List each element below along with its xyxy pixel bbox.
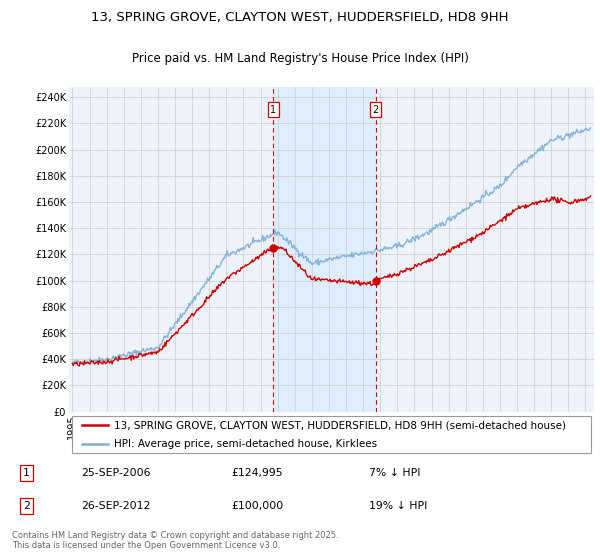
Text: 19% ↓ HPI: 19% ↓ HPI [369,501,427,511]
Text: 7% ↓ HPI: 7% ↓ HPI [369,468,421,478]
Text: HPI: Average price, semi-detached house, Kirklees: HPI: Average price, semi-detached house,… [113,439,377,449]
Text: £100,000: £100,000 [231,501,283,511]
Text: 25-SEP-2006: 25-SEP-2006 [81,468,151,478]
Text: 13, SPRING GROVE, CLAYTON WEST, HUDDERSFIELD, HD8 9HH: 13, SPRING GROVE, CLAYTON WEST, HUDDERSF… [91,11,509,25]
FancyBboxPatch shape [71,416,592,453]
Text: Price paid vs. HM Land Registry's House Price Index (HPI): Price paid vs. HM Land Registry's House … [131,52,469,65]
Text: 1: 1 [270,105,276,115]
Text: Contains HM Land Registry data © Crown copyright and database right 2025.
This d: Contains HM Land Registry data © Crown c… [12,531,338,550]
Text: 26-SEP-2012: 26-SEP-2012 [81,501,151,511]
Text: £124,995: £124,995 [231,468,283,478]
Text: 2: 2 [23,501,30,511]
Text: 2: 2 [373,105,379,115]
Text: 13, SPRING GROVE, CLAYTON WEST, HUDDERSFIELD, HD8 9HH (semi-detached house): 13, SPRING GROVE, CLAYTON WEST, HUDDERSF… [113,421,566,430]
Bar [273,87,376,412]
Text: 1: 1 [23,468,30,478]
